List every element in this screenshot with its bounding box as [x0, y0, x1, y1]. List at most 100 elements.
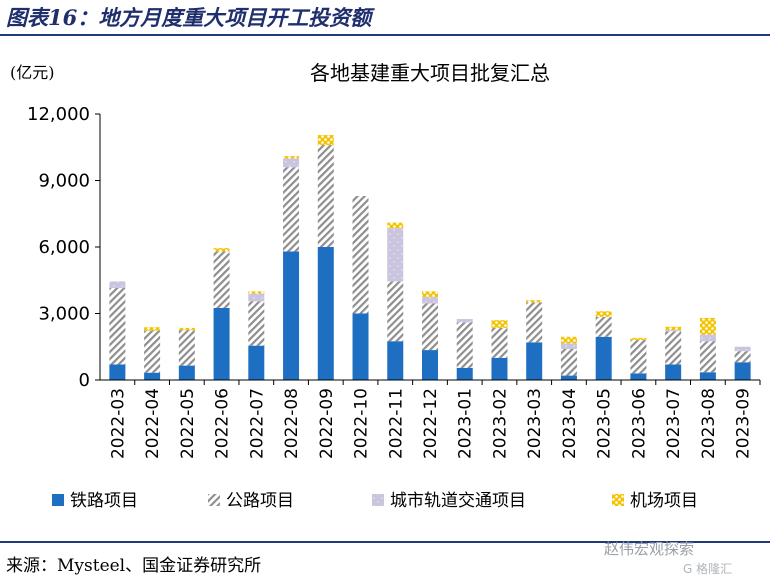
bar-segment-hatch: [317, 145, 334, 247]
legend-label: 铁路项目: [70, 491, 138, 511]
bar-segment-hatch: [109, 288, 126, 365]
bar-segment-lavender: [248, 293, 265, 302]
bar-segment-lavender: [699, 334, 716, 342]
x-axis-ticks: 2022-03 2022-04 2022-05 2022-06 2022-07 2022-…: [108, 380, 761, 459]
stacked-bar-chart: (亿元) 各地基建重大项目批复汇总 0 3,000 6,000 9,000 12,000…: [10, 61, 761, 511]
bar-segment-solid: [422, 350, 438, 380]
bar-segment-solid: [734, 362, 751, 380]
bar-segment-lavender: [456, 319, 473, 323]
x-tick-label: 2023-06: [629, 388, 649, 459]
bar-segment-solid: [456, 367, 473, 380]
legend: 铁路项目 公路项目 城市轨道交通项目 机场项目: [52, 491, 698, 511]
bar-segment-hatch: [630, 340, 647, 374]
bar-segment-hatch: [144, 330, 161, 373]
bar-segment-solid: [665, 364, 682, 380]
bar-segment-hatch: [387, 281, 404, 342]
watermark-sub: G 格隆汇: [683, 562, 733, 576]
chart-title: 各地基建重大项目批复汇总: [310, 61, 550, 85]
x-tick-label: 2023-09: [734, 388, 754, 459]
bar-segment-solid: [595, 336, 612, 380]
bar-segment-hatch: [283, 167, 300, 252]
x-tick-label: 2022-10: [352, 388, 372, 459]
x-tick-label: 2022-06: [213, 388, 233, 459]
bar-segment-solid: [178, 365, 195, 380]
bar-segment-dots: [560, 336, 577, 344]
bar-segment-hatch: [352, 196, 369, 314]
bar-segment-hatch: [595, 316, 612, 337]
bar-segment-lavender: [387, 228, 404, 282]
bar-segment-solid: [248, 345, 265, 380]
x-tick-label: 2022-11: [386, 388, 406, 459]
x-tick-label: 2022-07: [247, 388, 267, 459]
legend-label: 公路项目: [226, 491, 294, 511]
bar-segment-dots: [526, 300, 543, 303]
title-rule: [0, 34, 770, 36]
bar-segment-dots: [283, 156, 300, 159]
x-tick-label: 2023-01: [456, 388, 476, 459]
y-axis-ticks: 0 3,000 6,000 9,000 12,000: [27, 104, 100, 391]
x-tick-label: 2022-03: [108, 388, 128, 459]
y-tick-label: 9,000: [38, 171, 90, 192]
x-tick-label: 2023-04: [560, 388, 580, 459]
bar-segment-hatch: [734, 351, 751, 363]
bar-segment-lavender: [109, 281, 126, 289]
bar-segment-dots: [699, 317, 716, 335]
bar-segment-solid: [283, 251, 300, 380]
y-tick-label: 0: [79, 370, 90, 391]
bar-segment-dots: [422, 291, 438, 297]
x-tick-label: 2023-03: [525, 388, 545, 459]
bar-segment-hatch: [699, 341, 716, 373]
bar-segment-dots: [491, 320, 508, 328]
x-tick-label: 2023-08: [699, 388, 719, 459]
bar-segment-lavender: [665, 330, 682, 332]
source-note: 来源：Mysteel、国金证券研究所: [6, 556, 262, 576]
bar-segment-solid: [317, 247, 334, 380]
bar-segment-hatch: [491, 327, 508, 358]
y-tick-label: 12,000: [27, 104, 90, 125]
bar-segment-hatch: [456, 322, 473, 368]
legend-label: 城市轨道交通项目: [390, 491, 526, 511]
bar-segment-dots: [630, 337, 647, 341]
legend-swatch-solid: [52, 494, 64, 506]
x-tick-label: 2022-08: [282, 388, 302, 459]
x-tick-label: 2023-07: [664, 388, 684, 459]
figure-title: 图表16：地方月度重大项目开工投资额: [6, 5, 372, 30]
bar-segment-solid: [526, 342, 543, 380]
y-tick-label: 3,000: [38, 304, 90, 325]
bar-segment-dots: [595, 311, 612, 317]
bar-segment-dots: [387, 222, 404, 229]
bar-segment-solid: [560, 375, 577, 380]
bar-segment-dots: [213, 248, 230, 252]
bar-segment-hatch: [526, 302, 543, 343]
bar-segment-lavender: [422, 296, 438, 304]
bar-segment-dots: [317, 135, 334, 146]
bar-segment-lavender: [560, 343, 577, 349]
bar-segment-solid: [109, 364, 126, 380]
bar-segment-solid: [699, 372, 716, 380]
x-tick-label: 2023-02: [490, 388, 510, 459]
x-tick-label: 2022-04: [143, 388, 163, 459]
bar-segment-solid: [144, 372, 161, 380]
y-tick-label: 6,000: [38, 237, 90, 258]
bar-segment-hatch: [665, 331, 682, 365]
bar-segment-hatch: [248, 301, 265, 346]
watermark: 赵伟宏观探索: [604, 540, 695, 558]
bar-segment-solid: [387, 341, 404, 380]
legend-swatch-dots: [612, 494, 624, 506]
bar-segment-lavender: [734, 346, 751, 352]
bar-segment-solid: [352, 313, 369, 380]
bar-segment-dots: [178, 327, 195, 331]
bar-segment-solid: [630, 373, 647, 380]
y-axis-unit: (亿元): [10, 63, 55, 82]
bar-segment-hatch: [422, 303, 438, 351]
bar-segment-hatch: [213, 251, 230, 308]
bar-segment-dots: [665, 326, 682, 331]
bottom-rule: [0, 541, 770, 543]
legend-swatch-lavender: [372, 494, 384, 506]
x-tick-label: 2022-05: [178, 388, 198, 459]
bars: [109, 135, 751, 380]
x-tick-label: 2022-09: [317, 388, 337, 459]
x-tick-label: 2023-05: [595, 388, 615, 459]
x-tick-label: 2022-12: [421, 388, 441, 459]
bar-segment-dots: [144, 327, 161, 331]
